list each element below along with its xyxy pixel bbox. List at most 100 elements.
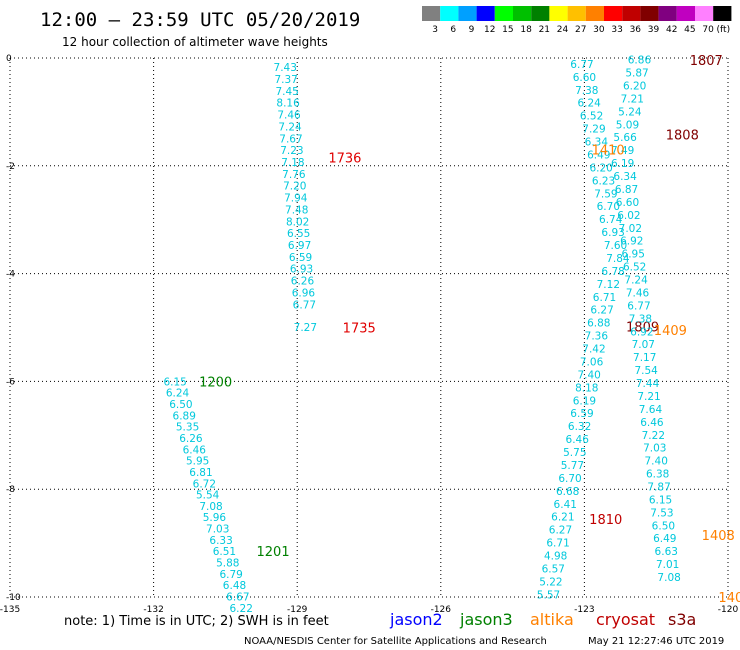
x-tick-label: -126 [431,605,452,615]
wave-height-value: 7.24 [624,275,648,287]
pass-time-label: 1809 [626,320,659,335]
legend-label: 15 [502,25,513,35]
wave-height-value: 7.54 [634,365,658,377]
wave-height-value: 6.27 [590,305,613,317]
legend-swatch [458,6,477,21]
wave-height-value: 7.29 [582,124,605,136]
pass-time-label: 1810 [589,513,622,528]
wave-height-value: 7.43 [274,62,297,74]
wave-height-value: 6.24 [577,98,601,110]
wave-height-value: 7.84 [606,253,630,265]
pass-time-label: 1408 [702,529,735,544]
legend-swatch [695,6,714,21]
wave-height-value: 6.88 [587,318,610,330]
satellite-name: altika [530,610,574,629]
wave-height-value: 6.89 [173,410,196,422]
x-tick-label: -135 [0,605,20,615]
y-tick-label: -10 [6,593,21,603]
wave-height-value: 6.15 [163,376,186,388]
axis-ticks: -135 -132 -129 -126 -123 -120 0 -2 -4 -6 -8 -10 [0,54,738,615]
wave-height-value: 6.93 [290,264,313,276]
wave-height-value: 6.20 [589,162,612,174]
wave-height-value: 7.07 [632,339,655,351]
wave-height-value: 7.03 [643,443,666,455]
wave-height-value: 8.16 [276,98,300,110]
wave-height-value: 4.98 [544,550,567,562]
wave-height-value: 6.68 [556,486,579,498]
pass-time-label: 1410 [592,144,625,159]
wave-height-value: 6.02 [617,210,640,222]
legend-swatch [567,6,586,21]
legend-swatch [422,6,441,21]
wave-height-value: 8.18 [575,382,598,394]
pass-time-label: 1735 [343,322,376,337]
wave-height-value: 6.92 [630,326,653,338]
legend-swatch [640,6,659,21]
wave-height-value: 7.21 [621,93,644,105]
pass-time-label: 1808 [666,129,699,144]
wave-height-value: 7.38 [629,313,652,325]
pass-time-label: 1200 [199,375,232,390]
legend-label: 21 [539,25,550,35]
wave-height-value: 6.60 [616,197,639,209]
wave-height-value: 8.02 [286,216,309,228]
legend-label: 12 [484,25,495,35]
wave-height-value: 6.49 [653,533,676,545]
wave-height-value: 6.52 [580,111,603,123]
wave-height-value: 6.95 [622,249,645,261]
wave-height-value: 5.66 [613,132,637,144]
wave-height-value: 6.51 [213,546,236,558]
legend-swatch [604,6,623,21]
wave-height-value: 7.23 [280,145,303,157]
wave-height-value: 7.87 [647,482,670,494]
wave-height-value: 7.48 [285,204,308,216]
wave-height-value: 6.46 [640,417,664,429]
wave-height-value: 6.34 [585,137,609,149]
wave-height-value: 5.96 [203,512,227,524]
wave-height-value: 6.86 [628,55,652,67]
legend-swatch [440,6,459,21]
wave-height-value: 5.35 [176,422,199,434]
wave-height-value: 6.23 [592,175,615,187]
wave-height-value: 6.70 [597,201,620,213]
wave-height-value: 6.20 [623,80,646,92]
y-tick-label: -6 [6,377,15,387]
wave-height-value: 6.59 [570,408,593,420]
x-tick-label: -132 [143,605,163,615]
footer-credit: NOAA/NESDIS Center for Satellite Applica… [244,636,547,647]
wave-height-value: 7.38 [575,85,598,97]
wave-height-value: 7.17 [633,352,656,364]
wave-height-value: 6.50 [169,399,192,411]
satellite-name: jason2 [389,610,443,629]
x-tick-label: -129 [287,605,308,615]
wave-height-value: 6.77 [570,59,593,71]
wave-height-value: 7.21 [637,391,660,403]
wave-height-value: 6.22 [230,603,253,615]
wave-height-value: 7.02 [619,223,642,235]
wave-height-value: 6.71 [546,538,569,550]
wave-height-value: 7.49 [611,145,634,157]
wave-height-value: 5.95 [186,456,209,468]
legend-swatch [531,6,550,21]
wave-height-value: 6.46 [566,434,590,446]
wave-height-value: 5.57 [537,589,560,601]
wave-height-value: 6.24 [166,388,190,400]
wave-height-value: 7.03 [206,524,229,536]
footer-note: note: 1) Time is in UTC; 2) SWH is in fe… [64,614,329,629]
wave-height-value: 6.72 [193,478,216,490]
wave-height-value: 6.93 [601,227,624,239]
wave-height-value: 7.20 [283,181,306,193]
legend-swatch [494,6,513,21]
legend-swatch [585,6,604,21]
pass-time-label: 1201 [257,545,290,560]
wave-height-value: 7.44 [636,378,660,390]
wave-height-value: 6.63 [655,546,678,558]
wave-height-value: 7.53 [650,507,673,519]
wave-height-value: 6.74 [599,214,623,226]
wave-height-value: 5.22 [539,576,562,588]
color-legend: 3 6 9 12 15 18 21 24 27 30 33 36 39 42 45 70 (ft) [422,6,732,35]
pass-time-label: 1407 [718,591,740,606]
wave-height-value: 6.57 [542,563,565,575]
legend-label: 36 [630,25,642,35]
wave-height-value: 6.33 [209,535,232,547]
